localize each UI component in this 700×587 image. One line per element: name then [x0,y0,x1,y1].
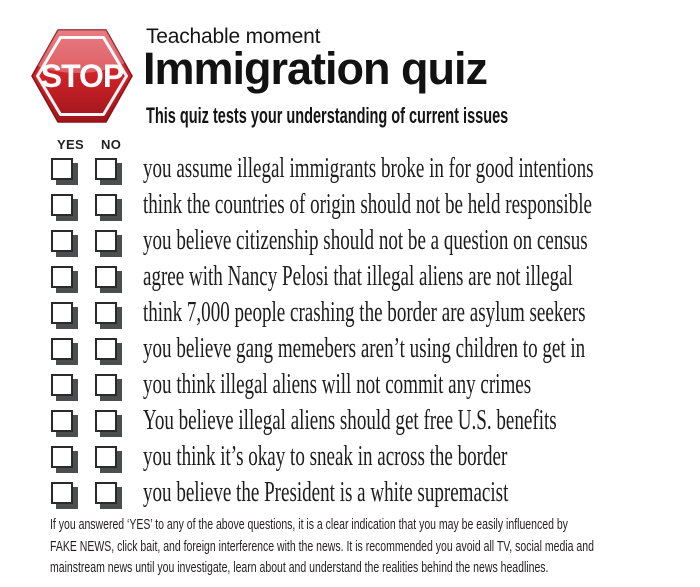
question-text: think the countries of origin should not… [143,189,592,220]
yes-checkbox[interactable] [51,158,73,180]
yes-checkbox[interactable] [51,374,73,396]
no-checkbox[interactable] [95,482,117,504]
question-text: you believe citizenship should not be a … [143,225,588,256]
page-title: Immigration quiz [143,43,488,94]
answer-column-labels: YES NO [0,137,200,153]
stop-sign-label: STOP [41,58,124,94]
question-row: you think it’s okay to sneak in across t… [0,439,700,475]
footer-line: If you answered ‘YES’ to any of the abov… [50,516,568,533]
kicker-text: Teachable moment [146,25,321,48]
stop-sign-icon: STOP [31,29,133,123]
no-checkbox[interactable] [95,230,117,252]
question-row: you believe gang memebers aren’t using c… [0,331,700,367]
question-row: you assume illegal immigrants broke in f… [0,151,700,187]
no-checkbox[interactable] [95,266,117,288]
question-row: think 7,000 people crashing the border a… [0,295,700,331]
stop-sign-inner-ring [36,36,128,116]
stop-sign-hexagon [31,29,133,123]
question-row: You believe illegal aliens should get fr… [0,403,700,439]
yes-checkbox[interactable] [51,302,73,324]
question-row: think the countries of origin should not… [0,187,700,223]
question-text: think 7,000 people crashing the border a… [143,297,586,328]
yes-checkbox[interactable] [51,338,73,360]
footer-disclaimer: If you answered ‘YES’ to any of the abov… [50,514,700,579]
yes-checkbox[interactable] [51,446,73,468]
question-text: you think illegal aliens will not commit… [143,369,532,400]
no-column-label: NO [101,137,122,152]
question-text: you think it’s okay to sneak in across t… [143,441,508,472]
question-row: you believe the President is a white sup… [0,475,700,511]
question-list: you assume illegal immigrants broke in f… [0,151,700,511]
no-checkbox[interactable] [95,302,117,324]
question-text: you assume illegal immigrants broke in f… [143,153,594,184]
question-text: You believe illegal aliens should get fr… [143,405,557,436]
question-text: you believe the President is a white sup… [143,477,509,508]
yes-column-label: YES [57,137,84,152]
question-text: agree with Nancy Pelosi that illegal ali… [143,261,573,292]
question-row: agree with Nancy Pelosi that illegal ali… [0,259,700,295]
no-checkbox[interactable] [95,338,117,360]
no-checkbox[interactable] [95,374,117,396]
question-text: you believe gang memebers aren’t using c… [143,333,586,364]
subtitle-text: This quiz tests your understanding of cu… [146,103,509,128]
footer-line: mainstream news until you investigate, l… [50,559,549,576]
no-checkbox[interactable] [95,158,117,180]
no-checkbox[interactable] [95,410,117,432]
yes-checkbox[interactable] [51,266,73,288]
no-checkbox[interactable] [95,446,117,468]
yes-checkbox[interactable] [51,230,73,252]
subtitle-wrap: This quiz tests your understanding of cu… [146,103,695,129]
yes-checkbox[interactable] [51,410,73,432]
footer-line: FAKE NEWS, click bait, and foreign inter… [50,537,594,555]
yes-checkbox[interactable] [51,482,73,504]
yes-checkbox[interactable] [51,194,73,216]
question-row: you believe citizenship should not be a … [0,223,700,259]
question-row: you think illegal aliens will not commit… [0,367,700,403]
no-checkbox[interactable] [95,194,117,216]
